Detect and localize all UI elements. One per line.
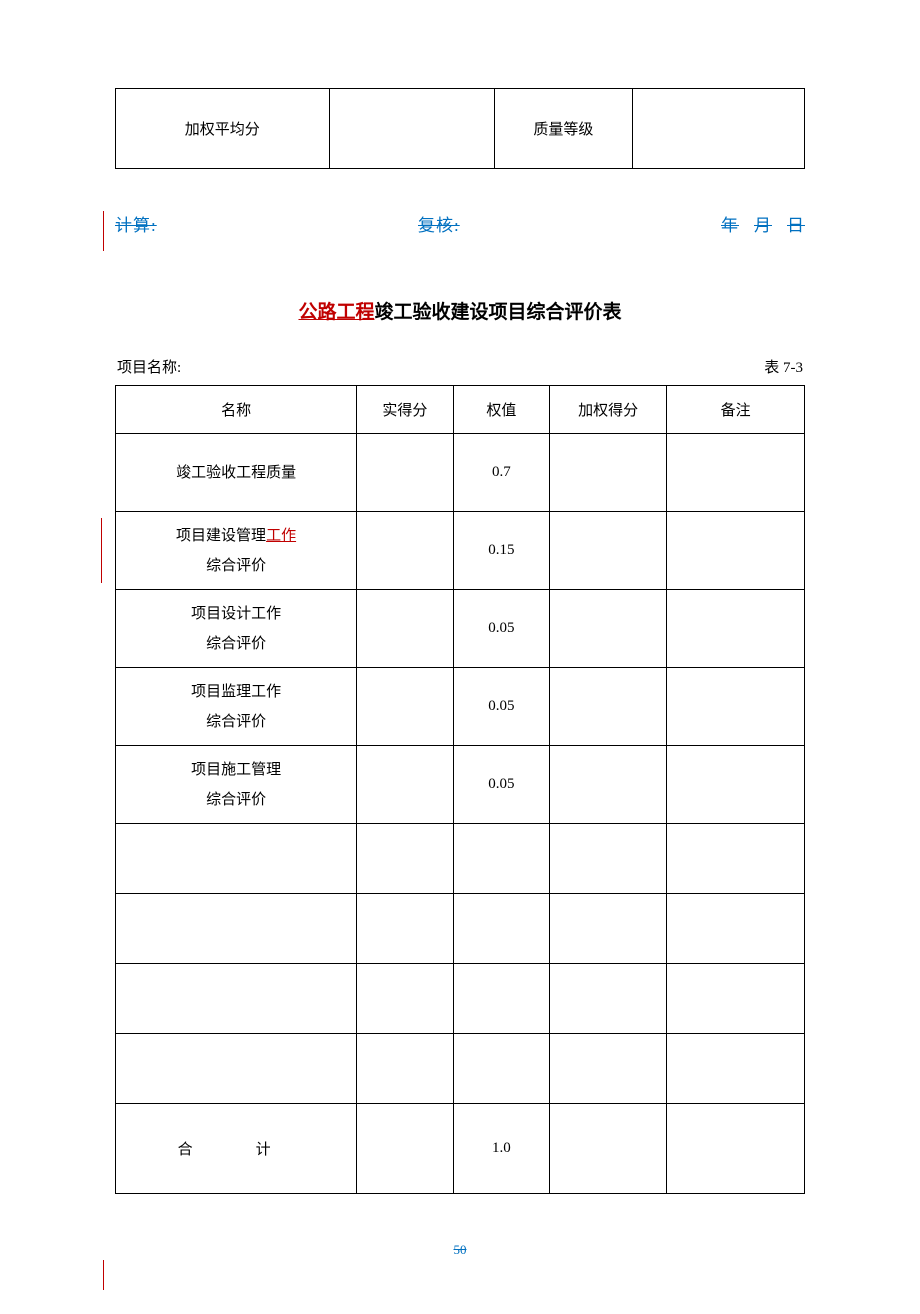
row-weight-cell: 0.05 <box>453 746 549 824</box>
row-name-cell: 项目监理工作综合评价 <box>116 668 357 746</box>
row-weighted-score-cell <box>550 746 667 824</box>
row-weighted-score-cell <box>550 894 667 964</box>
row-name-cell: 项目建设管理工作综合评价 <box>116 512 357 590</box>
row-score-cell <box>357 894 453 964</box>
row-name-cell: 竣工验收工程质量 <box>116 434 357 512</box>
row-score-cell <box>357 590 453 668</box>
row-weighted-score-cell <box>550 964 667 1034</box>
row-weighted-score-cell <box>550 590 667 668</box>
table-row: 项目建设管理工作综合评价 0.15 <box>116 512 805 590</box>
table-row: 竣工验收工程质量 0.7 <box>116 434 805 512</box>
table-row <box>116 964 805 1034</box>
row-weight-cell: 0.05 <box>453 668 549 746</box>
review-label: 复核: <box>418 211 460 236</box>
bottom-revision-mark-container <box>115 1266 805 1284</box>
total-wscore <box>550 1104 667 1194</box>
row-weighted-score-cell <box>550 824 667 894</box>
row-weight-cell <box>453 1034 549 1104</box>
row-score-cell <box>357 512 453 590</box>
row-weight-cell <box>453 894 549 964</box>
document-title: 公路工程竣工验收建设项目综合评价表 <box>115 297 805 324</box>
row-name-cell <box>116 964 357 1034</box>
total-label: 合 计 <box>116 1104 357 1194</box>
col-name: 名称 <box>116 386 357 434</box>
weighted-avg-label: 加权平均分 <box>116 89 330 169</box>
row-name-cell <box>116 824 357 894</box>
quality-grade-value <box>632 89 804 169</box>
col-score: 实得分 <box>357 386 453 434</box>
title-rest: 竣工验收建设项目综合评价表 <box>375 302 622 323</box>
table-number: 表 7-3 <box>764 356 803 377</box>
row-remark-cell <box>667 512 805 590</box>
evaluation-table: 名称 实得分 权值 加权得分 备注 竣工验收工程质量0.7项目建设管理工作综合评… <box>115 385 805 1194</box>
year-label: 年 <box>721 216 739 235</box>
row-remark-cell <box>667 824 805 894</box>
quality-grade-label: 质量等级 <box>494 89 632 169</box>
row-score-cell <box>357 964 453 1034</box>
meta-row: 项目名称: 表 7-3 <box>115 356 805 377</box>
row-weighted-score-cell <box>550 434 667 512</box>
table-header-row: 名称 实得分 权值 加权得分 备注 <box>116 386 805 434</box>
row-weighted-score-cell <box>550 668 667 746</box>
signature-revision-line: 计算: 复核: 年 月 日 <box>115 211 805 237</box>
total-score <box>357 1104 453 1194</box>
row-remark-cell <box>667 964 805 1034</box>
table-row: 项目施工管理综合评价 0.05 <box>116 746 805 824</box>
table-row <box>116 894 805 964</box>
row-remark-cell <box>667 1034 805 1104</box>
row-score-cell <box>357 746 453 824</box>
revision-mark-icon <box>103 1260 105 1290</box>
row-weighted-score-cell <box>550 512 667 590</box>
table-row <box>116 824 805 894</box>
row-weight-cell: 0.05 <box>453 590 549 668</box>
row-remark-cell <box>667 746 805 824</box>
date-segment: 年 月 日 <box>721 211 805 236</box>
row-remark-cell <box>667 668 805 746</box>
row-score-cell <box>357 434 453 512</box>
revision-mark-icon <box>103 211 105 251</box>
day-label: 日 <box>787 216 805 235</box>
project-name-label: 项目名称: <box>117 356 181 377</box>
table-row: 项目监理工作综合评价 0.05 <box>116 668 805 746</box>
calc-label: 计算: <box>115 211 157 236</box>
row-score-cell <box>357 1034 453 1104</box>
page-number: 50 <box>115 1242 805 1258</box>
title-red-part: 公路工程 <box>298 302 374 323</box>
row-remark-cell <box>667 894 805 964</box>
row-remark-cell <box>667 434 805 512</box>
row-score-cell <box>357 668 453 746</box>
row-name-cell: 项目设计工作综合评价 <box>116 590 357 668</box>
table-row <box>116 1034 805 1104</box>
row-remark-cell <box>667 590 805 668</box>
row-weight-cell <box>453 824 549 894</box>
row-weighted-score-cell <box>550 1034 667 1104</box>
total-remark <box>667 1104 805 1194</box>
table-row: 项目设计工作综合评价 0.05 <box>116 590 805 668</box>
row-weight-cell: 0.15 <box>453 512 549 590</box>
total-weight: 1.0 <box>453 1104 549 1194</box>
row-name-cell: 项目施工管理综合评价 <box>116 746 357 824</box>
weighted-summary-table: 加权平均分 质量等级 <box>115 88 805 169</box>
weighted-avg-value <box>329 89 494 169</box>
table-total-row: 合 计 1.0 <box>116 1104 805 1194</box>
row-name-cell <box>116 894 357 964</box>
row-score-cell <box>357 824 453 894</box>
row-weight-cell: 0.7 <box>453 434 549 512</box>
row-name-cell <box>116 1034 357 1104</box>
row-weight-cell <box>453 964 549 1034</box>
col-weighted-score: 加权得分 <box>550 386 667 434</box>
month-label: 月 <box>754 216 772 235</box>
col-remark: 备注 <box>667 386 805 434</box>
col-weight: 权值 <box>453 386 549 434</box>
